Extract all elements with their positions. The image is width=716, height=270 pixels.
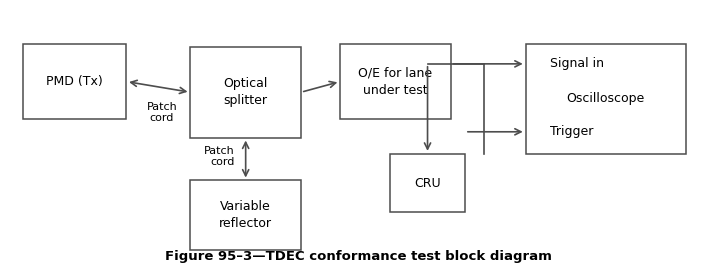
Bar xyxy=(390,154,465,212)
Text: Variable
reflector: Variable reflector xyxy=(219,200,272,230)
Text: O/E for lane
under test: O/E for lane under test xyxy=(359,67,432,97)
Text: PMD (Tx): PMD (Tx) xyxy=(46,75,103,88)
Bar xyxy=(190,47,301,138)
Bar xyxy=(340,44,450,119)
Text: Patch
cord: Patch cord xyxy=(147,102,178,123)
Text: Trigger: Trigger xyxy=(550,125,593,138)
Text: Figure 95–3—TDEC conformance test block diagram: Figure 95–3—TDEC conformance test block … xyxy=(165,250,551,263)
Text: Optical
splitter: Optical splitter xyxy=(223,77,268,107)
Bar xyxy=(190,180,301,250)
Bar xyxy=(526,44,686,154)
Text: CRU: CRU xyxy=(415,177,441,190)
Text: Signal in: Signal in xyxy=(550,57,604,70)
Text: Oscilloscope: Oscilloscope xyxy=(567,92,645,105)
Text: Patch
cord: Patch cord xyxy=(204,146,235,167)
Bar xyxy=(23,44,126,119)
